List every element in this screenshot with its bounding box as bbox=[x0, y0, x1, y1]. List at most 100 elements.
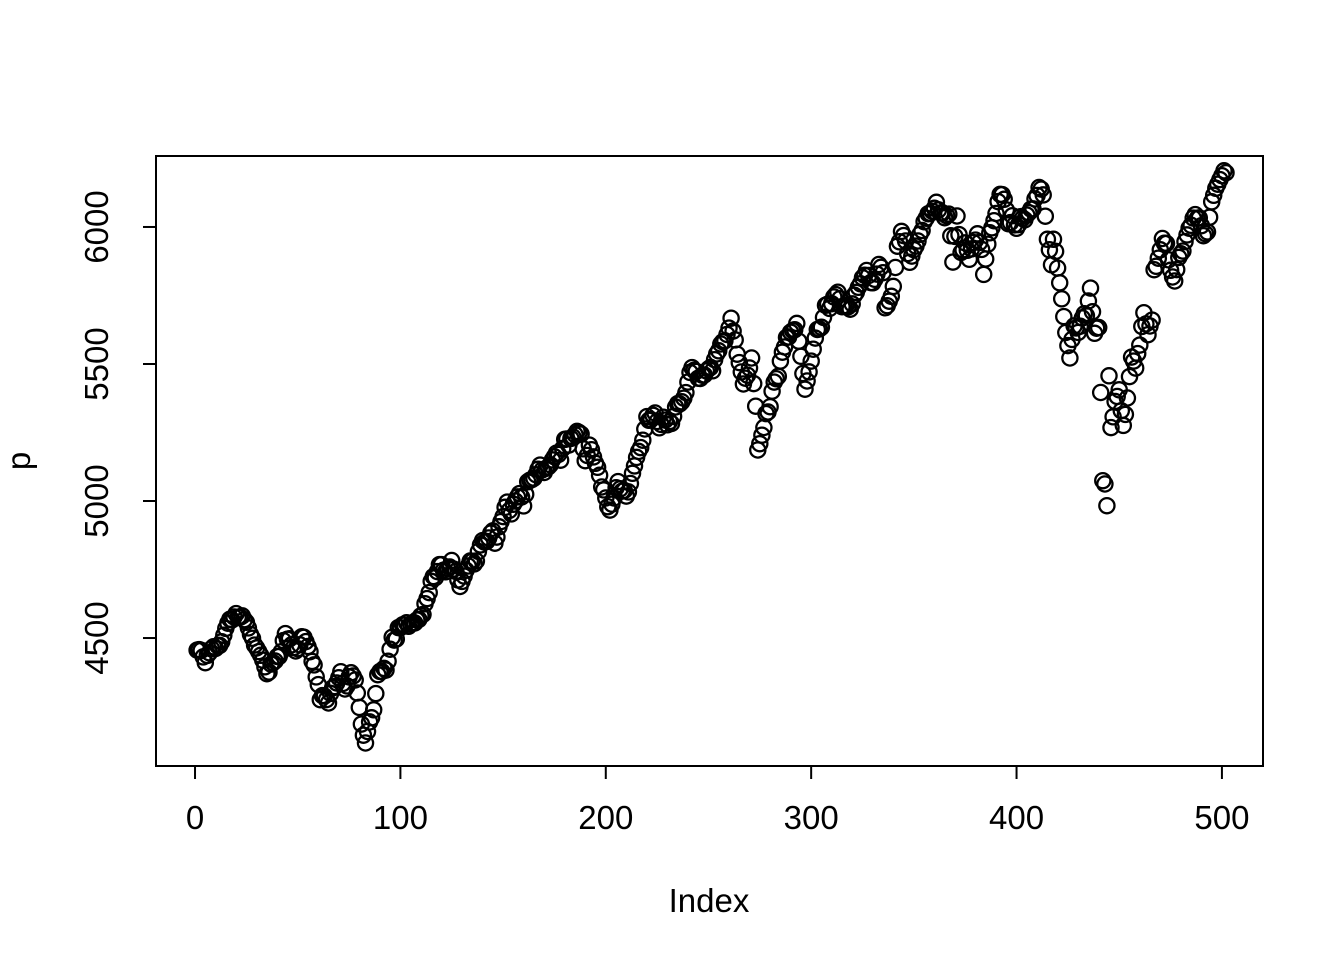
data-point bbox=[1165, 272, 1184, 290]
data-point bbox=[1174, 242, 1192, 260]
data-point bbox=[465, 555, 484, 573]
data-point bbox=[634, 431, 652, 449]
data-point bbox=[215, 626, 233, 645]
data-point bbox=[1055, 307, 1073, 326]
data-point bbox=[420, 583, 438, 602]
data-point bbox=[442, 551, 461, 570]
data-point bbox=[884, 277, 903, 296]
data-point bbox=[235, 610, 254, 629]
data-point bbox=[1167, 260, 1186, 279]
data-point bbox=[512, 488, 531, 506]
data-point bbox=[744, 374, 763, 393]
data-point bbox=[414, 605, 432, 624]
data-point bbox=[467, 552, 486, 570]
data-point bbox=[196, 653, 215, 672]
data-point bbox=[597, 489, 615, 507]
data-point bbox=[1128, 344, 1147, 363]
data-point bbox=[1190, 209, 1209, 227]
data-point bbox=[1114, 416, 1133, 435]
y-tick-label: 5500 bbox=[78, 327, 115, 400]
data-point bbox=[1204, 186, 1223, 205]
data-point bbox=[1050, 274, 1069, 292]
data-point bbox=[652, 415, 670, 434]
data-point bbox=[1118, 389, 1137, 407]
data-point bbox=[514, 497, 533, 515]
data-point bbox=[1081, 279, 1100, 297]
data-point bbox=[742, 349, 761, 367]
data-point bbox=[979, 235, 997, 253]
data-points-layer bbox=[188, 162, 1235, 752]
x-tick-label: 300 bbox=[784, 799, 839, 836]
x-axis-label: Index bbox=[669, 882, 750, 919]
data-point bbox=[976, 250, 995, 268]
data-point bbox=[843, 295, 861, 313]
data-point bbox=[940, 205, 958, 223]
data-point bbox=[662, 414, 681, 433]
data-point bbox=[1215, 162, 1233, 180]
data-point bbox=[882, 287, 901, 306]
plot-border bbox=[155, 155, 1264, 767]
data-point bbox=[367, 684, 385, 703]
data-point bbox=[621, 474, 640, 493]
data-point bbox=[619, 483, 638, 501]
y-tick-label: 4500 bbox=[78, 601, 115, 674]
data-point bbox=[660, 412, 679, 431]
data-point bbox=[387, 630, 406, 648]
data-point bbox=[336, 680, 354, 698]
data-point bbox=[1038, 230, 1057, 249]
data-point bbox=[346, 671, 364, 689]
data-point bbox=[697, 362, 716, 380]
data-point bbox=[362, 709, 381, 727]
data-point bbox=[948, 207, 966, 225]
data-point bbox=[810, 320, 829, 338]
data-point bbox=[722, 309, 740, 327]
data-point bbox=[488, 528, 506, 546]
data-point bbox=[753, 426, 771, 444]
data-point bbox=[995, 190, 1013, 209]
data-point bbox=[974, 265, 993, 284]
data-point bbox=[796, 380, 814, 398]
axes-layer: 0 100 200 300 400 500 4500 5000 5500 6000 bbox=[78, 190, 1249, 836]
data-point bbox=[970, 233, 989, 252]
data-point bbox=[305, 656, 323, 674]
data-point bbox=[968, 225, 987, 243]
data-point bbox=[1131, 336, 1149, 354]
data-point bbox=[1172, 245, 1190, 263]
x-tick-label: 500 bbox=[1194, 799, 1249, 836]
data-point bbox=[937, 206, 956, 225]
data-point bbox=[379, 652, 397, 671]
data-point bbox=[1044, 230, 1063, 249]
data-point bbox=[870, 255, 888, 274]
data-point bbox=[631, 438, 650, 457]
data-point bbox=[763, 382, 781, 400]
data-point bbox=[570, 423, 588, 442]
data-point bbox=[1116, 405, 1135, 424]
data-point bbox=[1034, 186, 1052, 204]
data-point bbox=[1196, 224, 1215, 243]
data-point bbox=[788, 314, 806, 333]
data-point bbox=[1096, 475, 1114, 493]
data-point bbox=[1061, 349, 1079, 367]
data-point bbox=[1102, 418, 1120, 437]
data-point bbox=[1036, 207, 1055, 225]
x-tick-label: 400 bbox=[989, 799, 1044, 836]
data-point bbox=[1143, 311, 1161, 329]
data-point bbox=[800, 363, 818, 381]
data-point bbox=[987, 204, 1005, 223]
data-point bbox=[1217, 163, 1235, 182]
data-point bbox=[1149, 249, 1168, 267]
y-tick-label: 5000 bbox=[78, 464, 115, 537]
data-point bbox=[1079, 292, 1098, 310]
data-point bbox=[775, 338, 794, 356]
data-point bbox=[1100, 367, 1118, 385]
data-point bbox=[1083, 303, 1102, 321]
data-point bbox=[798, 372, 816, 390]
x-tick-label: 100 bbox=[373, 799, 428, 836]
data-point bbox=[1052, 290, 1071, 308]
data-point bbox=[1194, 226, 1213, 245]
x-tick-label: 200 bbox=[578, 799, 633, 836]
data-point bbox=[1089, 318, 1108, 337]
data-point bbox=[551, 451, 570, 469]
